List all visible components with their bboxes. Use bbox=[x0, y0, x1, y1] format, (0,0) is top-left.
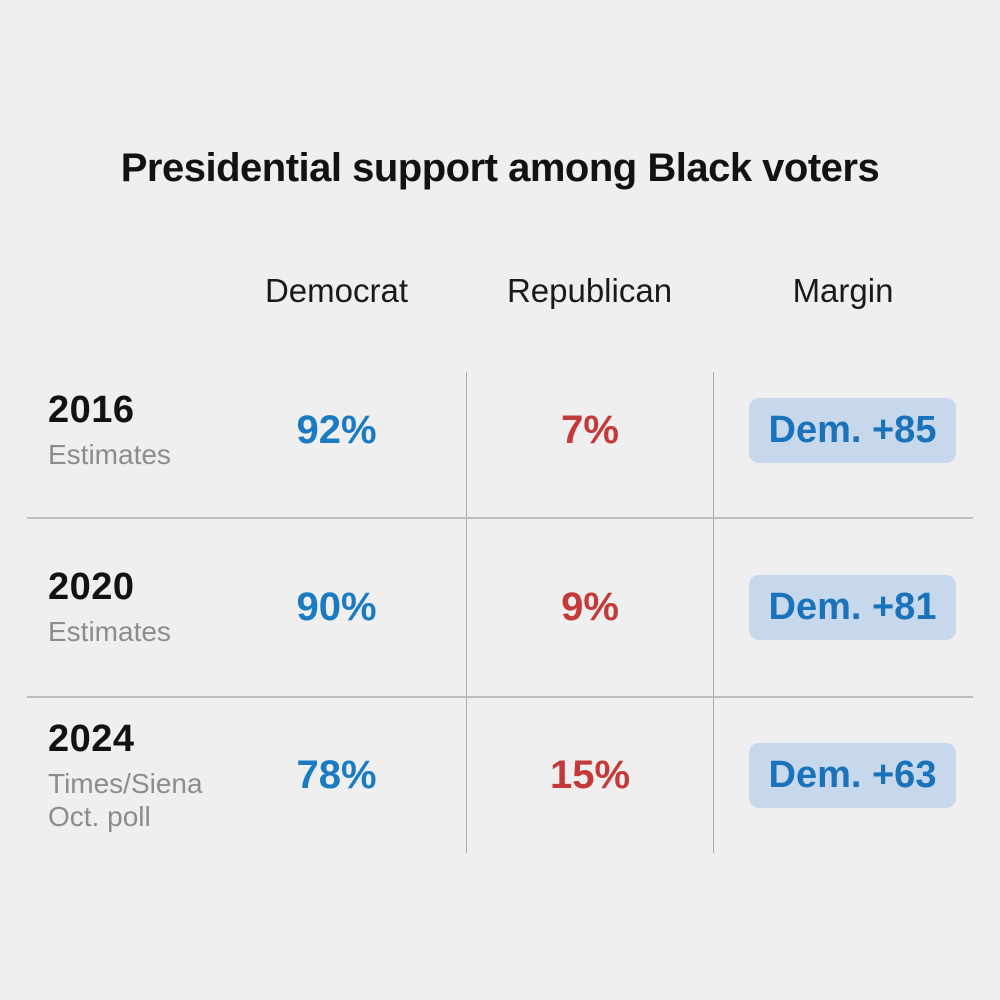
margin-value-cell: Dem. +81 bbox=[713, 519, 973, 696]
table-row-2016: 2016 Estimates 92% 7% Dem. +85 bbox=[27, 372, 973, 517]
republican-pct: 9% bbox=[561, 585, 619, 629]
republican-pct: 7% bbox=[561, 408, 619, 452]
chart-title: Presidential support among Black voters bbox=[120, 146, 880, 190]
democrat-value-cell: 78% bbox=[207, 698, 466, 853]
row-label-2016: 2016 Estimates bbox=[27, 372, 207, 517]
column-header-democrat: Democrat bbox=[264, 272, 409, 309]
democrat-pct: 90% bbox=[296, 585, 377, 629]
row-label-2024: 2024 Times/Siena Oct. poll bbox=[27, 698, 207, 853]
democrat-pct: 92% bbox=[296, 408, 377, 452]
republican-pct: 15% bbox=[549, 753, 631, 797]
column-header-spacer bbox=[27, 272, 207, 310]
source-label: Times/Siena Oct. poll bbox=[48, 767, 203, 832]
table-row-2024: 2024 Times/Siena Oct. poll 78% 15% Dem. … bbox=[27, 696, 973, 853]
table-row-2020: 2020 Estimates 90% 9% Dem. +81 bbox=[27, 517, 973, 696]
margin-value-cell: Dem. +63 bbox=[713, 698, 973, 853]
republican-value-cell: 7% bbox=[466, 372, 713, 517]
year-label: 2024 bbox=[48, 717, 135, 760]
republican-value-cell: 15% bbox=[466, 698, 713, 853]
source-label: Estimates bbox=[48, 616, 171, 648]
democrat-value-cell: 92% bbox=[207, 372, 466, 517]
margin-badge: Dem. +81 bbox=[748, 574, 957, 641]
column-header-margin: Margin bbox=[792, 272, 894, 309]
column-header-row: Democrat Republican Margin bbox=[27, 272, 973, 310]
row-label-2020: 2020 Estimates bbox=[27, 519, 207, 696]
source-label: Estimates bbox=[48, 439, 171, 471]
democrat-value-cell: 90% bbox=[207, 519, 466, 696]
column-header-republican: Republican bbox=[506, 272, 673, 309]
democrat-pct: 78% bbox=[296, 753, 377, 797]
margin-value-cell: Dem. +85 bbox=[713, 372, 973, 517]
year-label: 2020 bbox=[48, 566, 135, 609]
data-table: 2016 Estimates 92% 7% Dem. +85 2020 Esti… bbox=[27, 372, 973, 853]
republican-value-cell: 9% bbox=[466, 519, 713, 696]
margin-badge: Dem. +63 bbox=[748, 742, 957, 809]
year-label: 2016 bbox=[48, 389, 135, 432]
margin-badge: Dem. +85 bbox=[748, 397, 957, 464]
